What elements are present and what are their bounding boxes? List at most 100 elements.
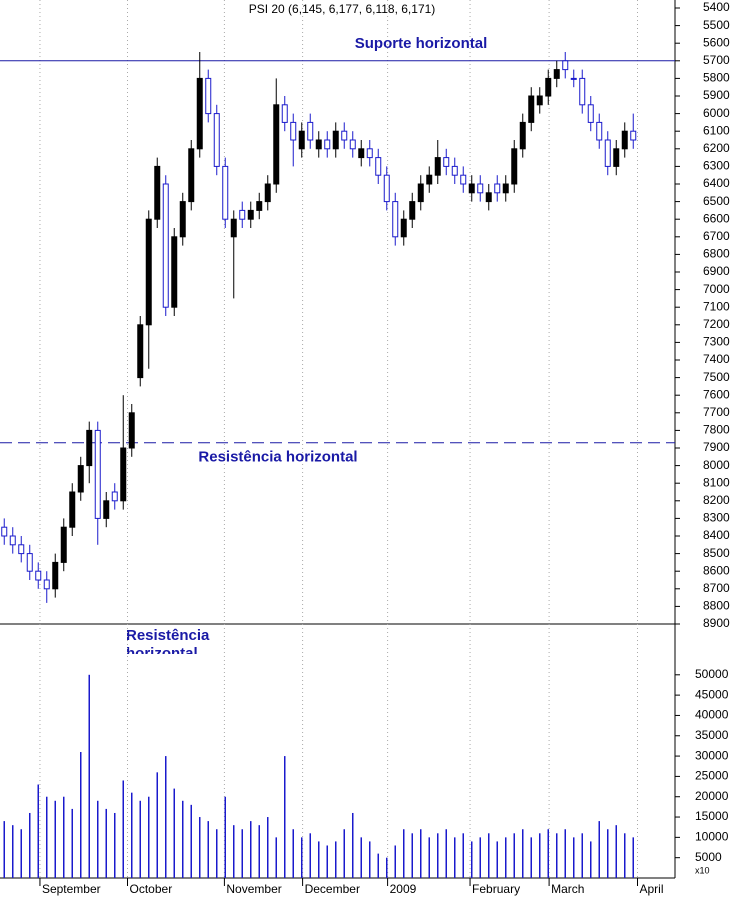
volume-bar xyxy=(216,829,218,878)
candle-body xyxy=(222,165,229,220)
volume-bar xyxy=(471,841,473,878)
y-tick-label: 40000 xyxy=(695,708,729,722)
volume-bar xyxy=(148,796,150,878)
candle-body xyxy=(111,491,118,502)
y-tick-label: 6200 xyxy=(703,141,730,155)
y-tick-label: 50000 xyxy=(695,667,729,681)
volume-bar xyxy=(496,841,498,878)
volume-bar xyxy=(207,821,209,878)
candle-body xyxy=(9,535,16,546)
volume-bar xyxy=(97,800,99,878)
candle-body xyxy=(162,183,169,308)
x-tick-label: April xyxy=(640,882,664,896)
volume-bar xyxy=(360,837,362,878)
volume-bar xyxy=(275,837,277,878)
candle-body xyxy=(332,130,339,150)
candle-body xyxy=(485,192,492,203)
y-tick-label: 5800 xyxy=(703,71,730,85)
volume-bar xyxy=(301,837,303,878)
x-tick-label: November xyxy=(226,882,281,896)
y-tick-label: 8700 xyxy=(703,581,730,595)
candle-body xyxy=(35,570,42,581)
volume-bar xyxy=(258,825,260,878)
volume-bar xyxy=(105,808,107,878)
candle-body xyxy=(426,174,433,185)
volume-unit: x10 xyxy=(695,865,710,875)
volume-bar xyxy=(488,833,490,878)
volume-bar xyxy=(547,829,549,878)
candle-body xyxy=(213,113,220,167)
volume-bar xyxy=(63,796,65,878)
y-tick-label: 5700 xyxy=(703,53,730,67)
candle-body xyxy=(26,553,33,572)
x-tick-label: March xyxy=(551,882,584,896)
y-tick-label: 30000 xyxy=(695,748,729,762)
volume-annotation: Resistência horizontal xyxy=(126,627,210,654)
y-tick-label: 8200 xyxy=(703,493,730,507)
volume-bar xyxy=(326,845,328,878)
candle-body xyxy=(264,183,271,203)
volume-bar xyxy=(139,800,141,878)
candle-body xyxy=(324,139,331,150)
volume-bar xyxy=(46,796,48,878)
candle-body xyxy=(570,77,577,80)
candle-body xyxy=(451,165,458,176)
volume-bar xyxy=(190,804,192,878)
candle-body xyxy=(596,121,603,141)
candle-body xyxy=(400,218,407,238)
volume-bar xyxy=(377,853,379,878)
volume-bar xyxy=(88,674,90,878)
candle-body xyxy=(154,165,161,220)
y-tick-label: 8900 xyxy=(703,616,730,630)
volume-bar xyxy=(403,829,405,878)
chart-title: PSI 20 (6,145, 6,177, 6,118, 6,171) xyxy=(249,2,436,16)
candle-body xyxy=(94,429,101,519)
candle-body xyxy=(188,148,195,203)
y-tick-label: 5000 xyxy=(695,850,722,864)
y-tick-label: 7900 xyxy=(703,440,730,454)
candle-body xyxy=(349,139,356,150)
volume-bar xyxy=(420,829,422,878)
candle-body xyxy=(409,201,416,220)
y-tick-label: 35000 xyxy=(695,728,729,742)
candle-body xyxy=(417,183,424,203)
level-label: Resistência horizontal xyxy=(198,449,357,466)
volume-bar xyxy=(80,752,82,878)
candle-body xyxy=(171,236,178,308)
candle-body xyxy=(1,526,8,537)
candle-body xyxy=(468,183,475,194)
volume-bar xyxy=(394,845,396,878)
volume-bar xyxy=(165,756,167,878)
volume-bar xyxy=(581,833,583,878)
candle-body xyxy=(358,148,365,159)
volume-bar xyxy=(267,817,269,878)
y-tick-label: 6900 xyxy=(703,264,730,278)
candle-body xyxy=(383,174,390,203)
volume-bar xyxy=(224,796,226,878)
volume-bar xyxy=(250,821,252,878)
candle-body xyxy=(43,579,50,590)
y-tick-label: 6000 xyxy=(703,106,730,120)
candle-body xyxy=(128,412,135,449)
volume-bar xyxy=(12,825,14,878)
volume-bar xyxy=(131,792,133,878)
volume-bar xyxy=(173,788,175,878)
candle-body xyxy=(281,104,288,123)
y-tick-label: 20000 xyxy=(695,789,729,803)
volume-bar xyxy=(530,837,532,878)
candle-body xyxy=(443,157,450,167)
candle-body xyxy=(434,157,441,176)
volume-bar xyxy=(182,800,184,878)
candle-body xyxy=(247,209,254,220)
volume-bar xyxy=(71,808,73,878)
y-tick-label: 8400 xyxy=(703,528,730,542)
y-tick-label: 6400 xyxy=(703,176,730,190)
volume-bar xyxy=(156,772,158,878)
y-tick-label: 5900 xyxy=(703,88,730,102)
y-tick-label: 8800 xyxy=(703,599,730,613)
candle-body xyxy=(137,324,144,379)
y-tick-label: 6500 xyxy=(703,194,730,208)
candle-body xyxy=(604,139,611,167)
candle-body xyxy=(18,544,25,555)
candle-body xyxy=(502,183,509,194)
